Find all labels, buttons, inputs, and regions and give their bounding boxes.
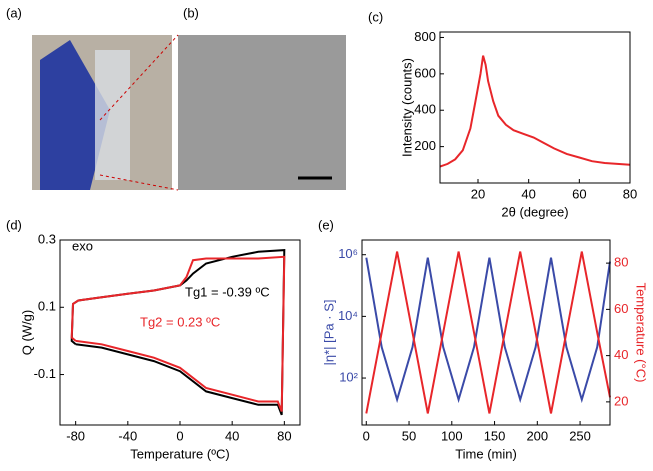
x-axis-title: 2θ (degree) (501, 204, 568, 219)
x-tick-label: 40 (225, 428, 239, 443)
sem-image (178, 35, 346, 190)
x-tick-label: 80 (277, 428, 291, 443)
annotation: Tg1 = -0.39 ºC (185, 284, 270, 299)
panel-label: (c) (368, 9, 383, 24)
x-tick-label: -80 (66, 428, 85, 443)
plot-frame (440, 32, 630, 183)
plot-frame (60, 240, 300, 425)
y2-tick-label: 40 (614, 347, 628, 362)
y2-tick-label: 80 (614, 255, 628, 270)
data-line (440, 56, 630, 167)
x-tick-label: 60 (572, 186, 586, 201)
panel-label: (b) (183, 5, 199, 20)
x-tick-label: 150 (484, 428, 506, 443)
x-tick-label: 100 (441, 428, 463, 443)
x-tick-label: 200 (526, 428, 548, 443)
figure: (a) (b) (c)204060802004006008002θ (degre… (0, 0, 653, 466)
y-tick-label: 600 (414, 65, 436, 80)
panel-label: (e) (318, 217, 334, 232)
data-line (366, 252, 610, 414)
y2-tick-label: 60 (614, 301, 628, 316)
x-axis-title: Temperature (ºC) (130, 446, 229, 461)
data-line (72, 250, 285, 415)
x-tick-label: 50 (402, 428, 416, 443)
y-tick-label: 10⁶ (338, 246, 358, 261)
y-tick-label: 0.1 (38, 299, 56, 314)
x-tick-label: -40 (118, 428, 137, 443)
y-tick-label: 400 (414, 102, 436, 117)
annotation: Tg2 = 0.23 ºC (140, 314, 220, 329)
y-tick-label: 10⁴ (338, 308, 358, 323)
x-tick-label: 0 (176, 428, 183, 443)
y-tick-label: 200 (414, 138, 436, 153)
x-tick-label: 250 (569, 428, 591, 443)
y-tick-label: 10² (339, 369, 358, 384)
y-axis-title: Intensity (counts) (399, 58, 414, 157)
x-tick-label: 20 (471, 186, 485, 201)
y2-axis-title: Temperature (°C) (634, 283, 649, 383)
y-axis-title: |η*| [Pa · S] (321, 299, 336, 365)
x-axis-title: Time (min) (455, 446, 517, 461)
x-tick-label: 40 (521, 186, 535, 201)
vial (95, 50, 130, 180)
y-axis-title: Q (W/g) (19, 310, 34, 356)
y2-tick-label: 20 (614, 393, 628, 408)
panel-label: (d) (6, 217, 22, 232)
x-tick-label: 0 (363, 428, 370, 443)
panel-label: (a) (6, 5, 22, 20)
annotation: exo (72, 238, 93, 253)
x-tick-label: 80 (623, 186, 637, 201)
y-tick-label: 800 (414, 29, 436, 44)
y-tick-label: -0.1 (34, 366, 56, 381)
data-line (72, 257, 285, 412)
y-tick-label: 0.3 (38, 231, 56, 246)
